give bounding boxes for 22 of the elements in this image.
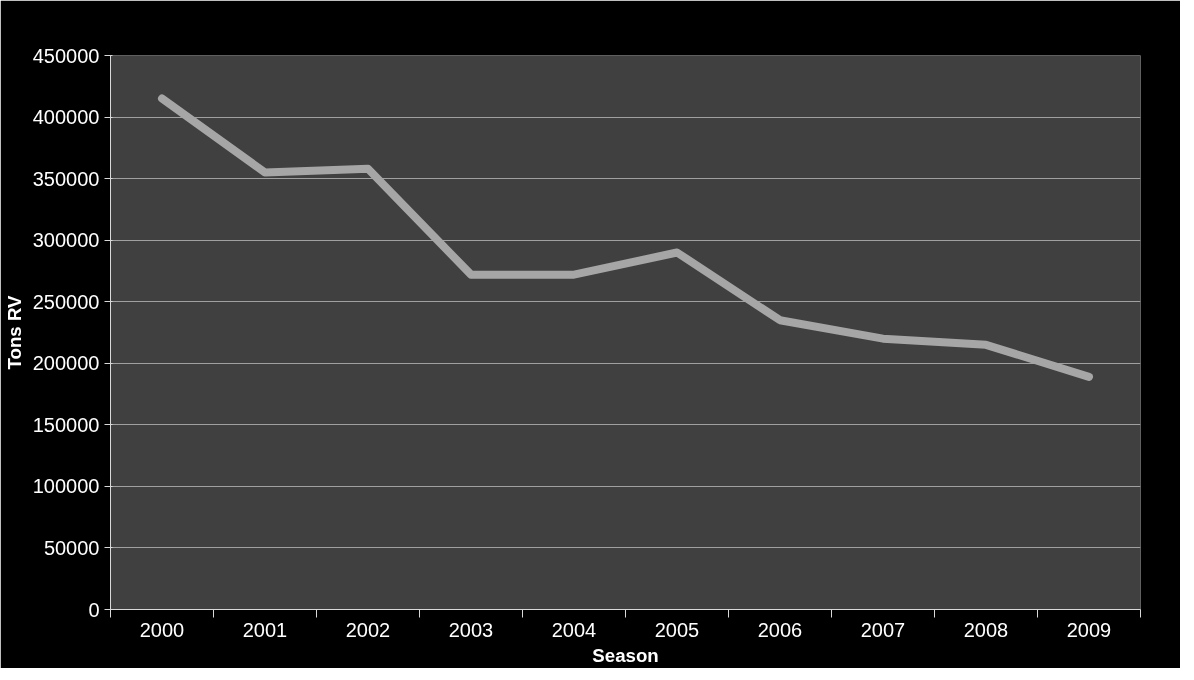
x-tick-label: 2006 (757, 618, 803, 641)
y-tick-label: 300000 (32, 229, 100, 252)
y-tick-label: 50000 (43, 536, 100, 559)
x-tick-label: 2007 (860, 618, 906, 641)
x-tick-label: 2009 (1066, 618, 1112, 641)
y-tick-label: 350000 (32, 167, 100, 190)
y-tick-label: 100000 (32, 475, 100, 498)
x-tick-label: 2004 (551, 618, 597, 641)
x-axis-title: Season (592, 644, 659, 666)
y-tick-label: 0 (88, 598, 100, 621)
y-tick-label: 450000 (32, 44, 100, 67)
x-tick-label: 2002 (345, 618, 391, 641)
x-tick-label: 2005 (654, 618, 700, 641)
x-tick-label: 2003 (448, 618, 494, 641)
y-tick-label: 150000 (32, 413, 100, 436)
x-tick-label: 2001 (242, 618, 288, 641)
y-tick-label: 400000 (32, 106, 100, 129)
x-tick-label: 2000 (139, 618, 185, 641)
y-tick-label: 200000 (32, 352, 100, 375)
y-tick-label: 250000 (32, 290, 100, 313)
x-tick-label: 2008 (963, 618, 1009, 641)
y-axis-title: Tons RV (3, 294, 25, 370)
